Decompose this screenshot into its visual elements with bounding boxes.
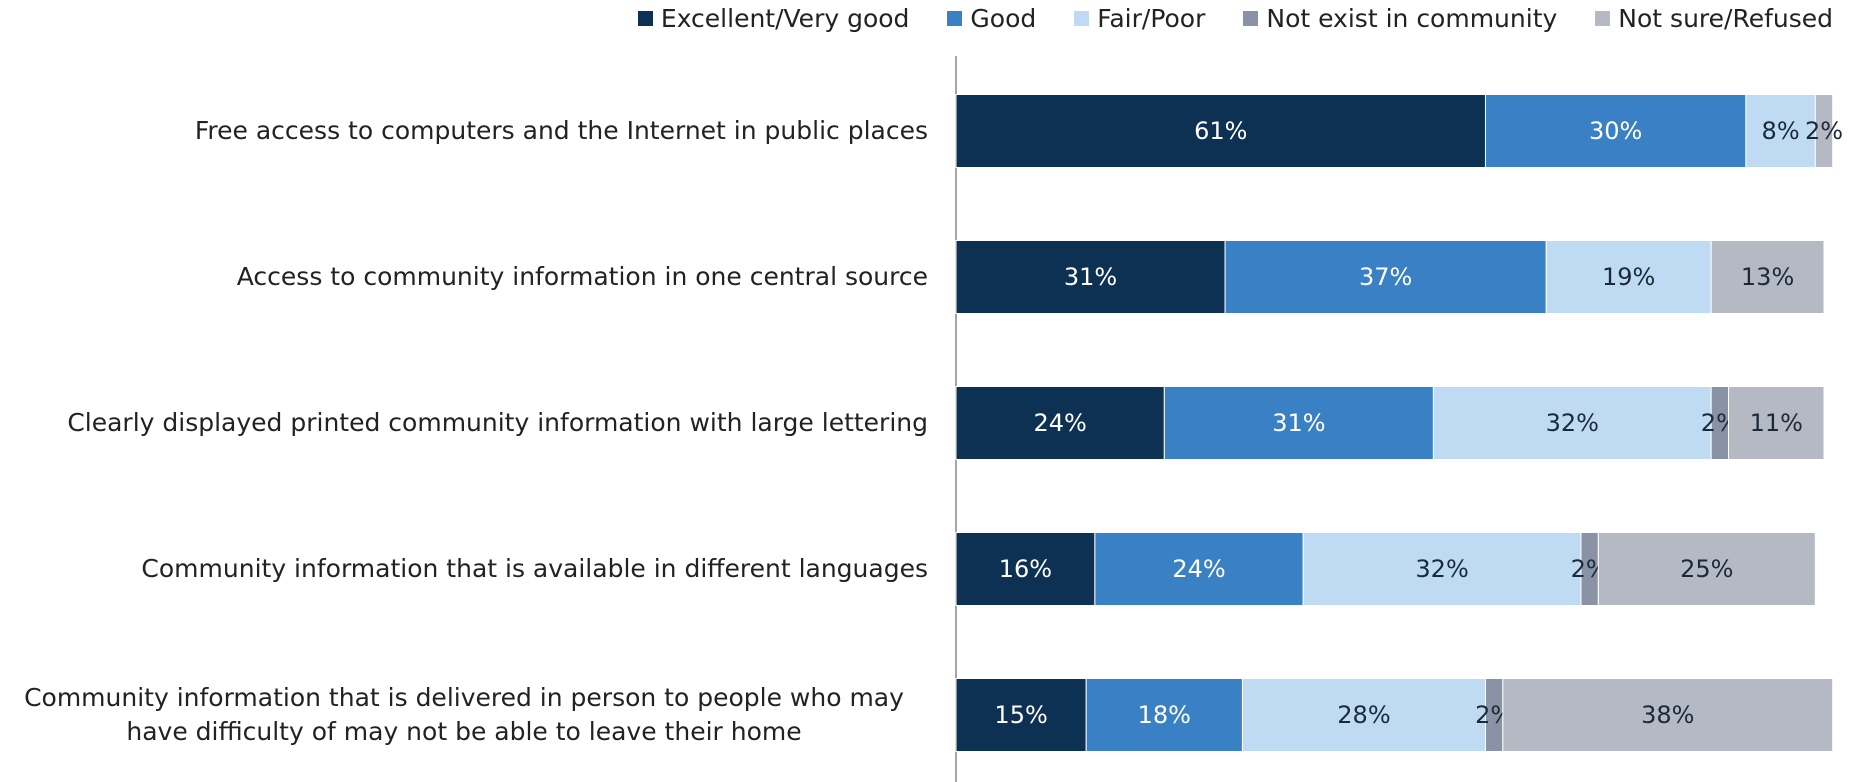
bar-segment bbox=[955, 94, 1486, 168]
bar-segment bbox=[1710, 240, 1825, 314]
category-text: Clearly displayed printed community info… bbox=[67, 408, 928, 438]
legend-swatch bbox=[637, 11, 653, 26]
bar-segment bbox=[1224, 240, 1547, 314]
legend-swatch bbox=[1595, 11, 1611, 26]
category-label: Community information that is delivered … bbox=[0, 665, 928, 765]
legend-swatch bbox=[1243, 11, 1259, 26]
data-label: 19% bbox=[1602, 263, 1655, 291]
legend-label: Fair/Poor bbox=[1097, 4, 1206, 33]
bar-segment bbox=[955, 678, 1087, 752]
bar-segment bbox=[1597, 532, 1816, 606]
legend-label: Good bbox=[970, 4, 1037, 33]
bar-segment bbox=[1163, 386, 1434, 460]
legend-label: Not sure/Refused bbox=[1618, 4, 1833, 33]
category-text: Access to community information in one c… bbox=[236, 262, 928, 292]
data-label: 15% bbox=[994, 701, 1047, 729]
bar-segment bbox=[1814, 94, 1834, 168]
data-label: 32% bbox=[1546, 409, 1599, 437]
bar-segment bbox=[1094, 532, 1304, 606]
data-label: 61% bbox=[1194, 117, 1247, 145]
data-label: 38% bbox=[1641, 701, 1694, 729]
category-label: Free access to computers and the Interne… bbox=[0, 81, 928, 181]
category-label: Community information that is available … bbox=[0, 519, 928, 619]
legend-swatch bbox=[1074, 11, 1090, 26]
legend-item: Fair/Poor bbox=[1074, 4, 1205, 33]
data-label: 37% bbox=[1359, 263, 1412, 291]
legend-swatch bbox=[947, 11, 963, 26]
data-label: 13% bbox=[1741, 263, 1794, 291]
data-label: 30% bbox=[1589, 117, 1642, 145]
bar-segment bbox=[1484, 94, 1747, 168]
bar-segment bbox=[1728, 386, 1825, 460]
data-label: 18% bbox=[1138, 701, 1191, 729]
data-label: 24% bbox=[1033, 409, 1086, 437]
category-text: Community information that is delivered … bbox=[24, 683, 904, 746]
legend-label: Excellent/Very good bbox=[660, 4, 910, 33]
bar-segment bbox=[1745, 94, 1816, 168]
data-label: 28% bbox=[1337, 701, 1390, 729]
data-label: 25% bbox=[1680, 555, 1733, 583]
data-label: 16% bbox=[999, 555, 1052, 583]
bar-segment bbox=[1545, 240, 1712, 314]
bar-segment bbox=[955, 532, 1096, 606]
legend-item: Not exist in community bbox=[1243, 4, 1557, 33]
legend-item: Not sure/Refused bbox=[1595, 4, 1833, 33]
legend-item: Excellent/Very good bbox=[637, 4, 910, 33]
data-label: 32% bbox=[1415, 555, 1468, 583]
data-label: 2% bbox=[1805, 117, 1843, 145]
bar-segment bbox=[1432, 386, 1712, 460]
bar-segment bbox=[955, 386, 1165, 460]
legend: Excellent/Very good Good Fair/Poor Not exis… bbox=[637, 4, 1833, 33]
category-text: Free access to computers and the Interne… bbox=[194, 116, 928, 146]
category-text: Community information that is available … bbox=[141, 554, 928, 584]
legend-item: Good bbox=[947, 4, 1036, 33]
bar-segment bbox=[1302, 532, 1582, 606]
data-label: 31% bbox=[1272, 409, 1325, 437]
bar-segment bbox=[1241, 678, 1486, 752]
bar-segment bbox=[955, 240, 1226, 314]
category-label: Access to community information in one c… bbox=[0, 227, 928, 327]
data-label: 8% bbox=[1762, 117, 1800, 145]
data-label: 24% bbox=[1172, 555, 1225, 583]
category-label: Clearly displayed printed community info… bbox=[0, 373, 928, 473]
data-label: 31% bbox=[1064, 263, 1117, 291]
data-label: 11% bbox=[1750, 409, 1803, 437]
legend-label: Not exist in community bbox=[1266, 4, 1558, 33]
bar-segment bbox=[1502, 678, 1834, 752]
